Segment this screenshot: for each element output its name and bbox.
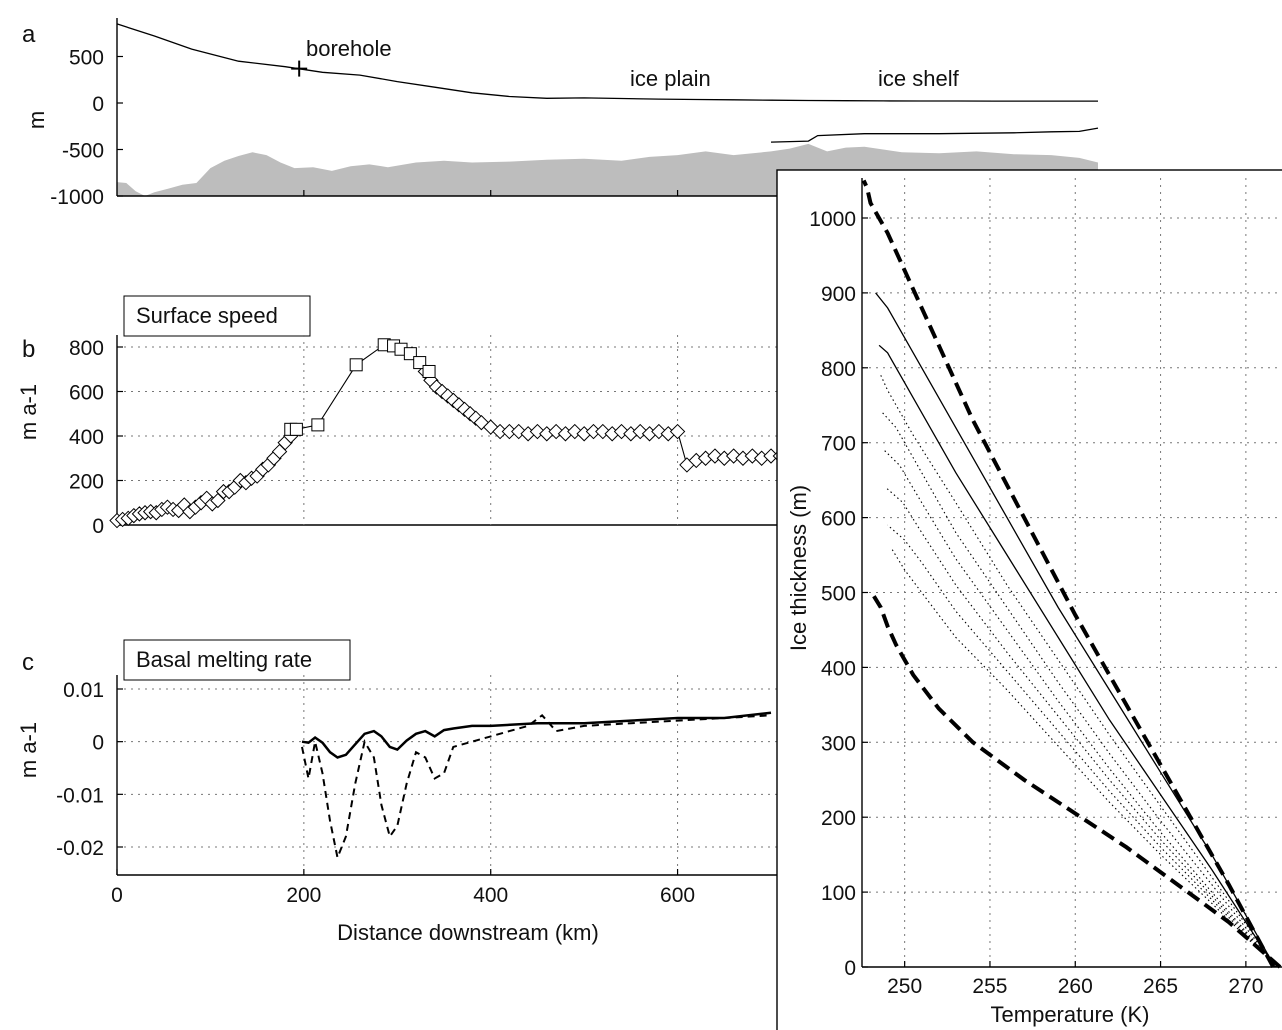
inset-y-tick-label: 0 [844, 957, 856, 980]
speed-diamond-point [669, 423, 686, 440]
inset-y-tick-label: 400 [821, 657, 856, 680]
speed-square-point [422, 364, 436, 378]
panel-b-y-ticks: 800 600 400 200 0 [69, 337, 123, 538]
panel-a-y-tick-label: 0 [92, 93, 104, 116]
temperature-profile-dotted [887, 524, 1277, 968]
temperature-profile-dotted [883, 449, 1278, 968]
inset-y-tick-label: 1000 [809, 208, 856, 231]
panel-c-letter: c [22, 649, 34, 676]
temperature-profile-thick-dashed [872, 595, 1282, 969]
speed-diamond-point [725, 448, 742, 464]
temperature-profile-thick-dashed [861, 179, 1275, 968]
panel-b-title: Surface speed [136, 303, 278, 328]
inset-series [861, 179, 1282, 969]
panel-a-y-tick-label: 500 [69, 47, 104, 70]
panel-b-y-tick-label: 400 [69, 426, 104, 449]
panel-a-y-ticks: 500 0 -500 -1000 [50, 47, 679, 209]
inset-y-tick-label: 900 [821, 283, 856, 306]
panel-c-x-tick-label: 200 [286, 884, 321, 907]
panel-b-letter: b [22, 336, 35, 363]
inset-x-tick-label: 260 [1058, 975, 1093, 998]
inset-y-tick-label: 500 [821, 583, 856, 606]
inset-y-tick-label: 100 [821, 882, 856, 905]
panel-c-x-tick-label: 600 [660, 884, 695, 907]
annotation-ice-shelf: ice shelf [878, 66, 960, 91]
panel-c-y-tick-label: -0.01 [56, 784, 104, 807]
panel-c-series [301, 711, 772, 861]
speed-square-point [289, 422, 303, 436]
speed-square-point [349, 358, 363, 372]
panel-c-xlabel: Distance downstream (km) [337, 920, 599, 945]
panel-c-x-tick-label: 0 [111, 884, 123, 907]
inset-xlabel: Temperature (K) [991, 1002, 1150, 1027]
panel-c-x-ticks: 0 200 400 600 [111, 869, 695, 907]
panel-c-grid [117, 675, 1098, 875]
speed-diamond-point [451, 397, 467, 413]
speed-diamond-point [707, 448, 723, 464]
temperature-profile-solid [878, 344, 1276, 968]
borehole-marker [291, 60, 308, 77]
speed-diamond-point [468, 410, 484, 426]
speed-diamond-point [511, 423, 527, 440]
inset-background [776, 169, 1282, 1030]
panel-b-y-tick-label: 0 [92, 515, 104, 538]
panel-b-ylabel: m a-1 [16, 384, 41, 440]
panel-c-y-tick-label: -0.02 [56, 837, 104, 860]
inset-x-tick-label: 250 [887, 975, 922, 998]
panel-a-y-tick-label: -500 [62, 140, 104, 163]
panel-c-y-ticks: 0.01 0 -0.01 -0.02 [56, 679, 123, 860]
speed-diamond-point [428, 379, 445, 395]
speed-diamond-point [595, 423, 611, 440]
panel-c-title-box [123, 639, 351, 681]
inset-y-tick-label: 200 [821, 807, 856, 830]
inset-x-tick-label: 270 [1228, 975, 1263, 998]
panel-b-title-box [123, 295, 311, 337]
temperature-profile-solid [875, 292, 1276, 968]
inset-x-tick-label: 255 [972, 975, 1007, 998]
annotation-ice-plain: ice plain [630, 66, 711, 91]
ice-shelf-base-line [770, 127, 1099, 143]
panel-b-y-tick-label: 200 [69, 471, 104, 494]
inset-y-ticks: 0 100 200 300 400 500 600 700 800 900 1000 [809, 208, 868, 980]
panel-c-ylabel: m a-1 [16, 722, 41, 778]
speed-diamond-point [529, 423, 546, 440]
temperature-profile-dotted [885, 487, 1278, 968]
temperature-profile-dotted [882, 412, 1278, 968]
speed-square-point [311, 418, 325, 432]
panel-a-ylabel: m [24, 111, 49, 129]
inset-grid [862, 178, 1282, 967]
speed-diamond-point [651, 423, 667, 440]
temperature-profile-dotted [890, 547, 1277, 968]
inset-y-tick-label: 300 [821, 732, 856, 755]
panel-a-y-tick-label: -1000 [50, 186, 104, 209]
inset-x-tick-label: 265 [1143, 975, 1178, 998]
panel-a-letter: a [22, 21, 36, 48]
melt-rate-solid-line [301, 711, 772, 759]
panel-c-y-tick-label: 0.01 [63, 679, 104, 702]
inset-x-ticks: 250 255 260 265 270 [887, 961, 1263, 998]
speed-diamond-point [445, 392, 462, 409]
panel-c-title: Basal melting rate [136, 647, 312, 672]
panel-c-y-tick-label: 0 [92, 732, 104, 755]
inset-ylabel: Ice thickness (m) [786, 485, 811, 651]
panel-c-x-tick-label: 400 [473, 884, 508, 907]
panel-c: Basal melting rate c m a-1 0.01 0 -0.01 -0.… [16, 639, 1098, 945]
inset-y-tick-label: 600 [821, 508, 856, 531]
inset-y-tick-label: 800 [821, 358, 856, 381]
melt-rate-dashed-line [301, 713, 772, 861]
panel-b-y-tick-label: 600 [69, 382, 104, 405]
panel-b-y-tick-label: 800 [69, 337, 104, 360]
inset-y-tick-label: 700 [821, 433, 856, 456]
annotation-borehole: borehole [306, 36, 392, 61]
